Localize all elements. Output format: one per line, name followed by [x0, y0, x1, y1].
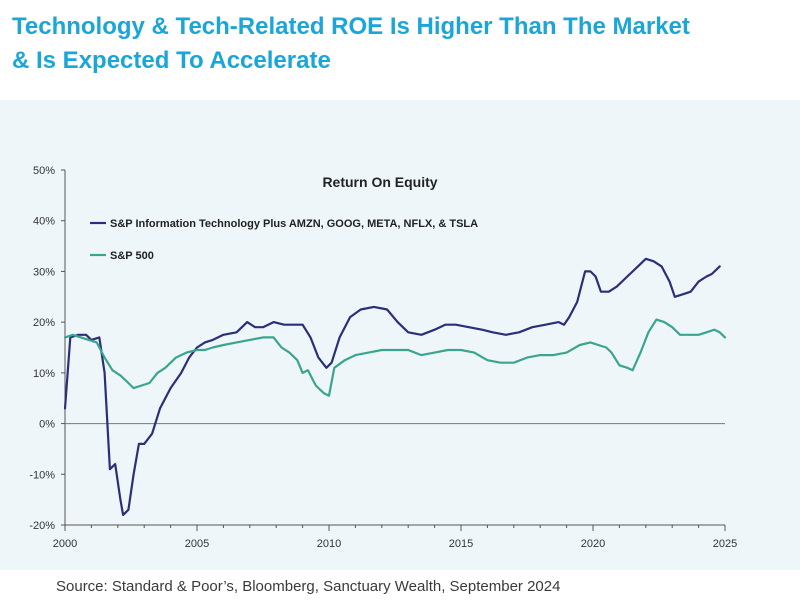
series-line-sp500 [63, 318, 727, 397]
x-tick-label: 2015 [449, 538, 473, 550]
headline-line-2: & Is Expected To Accelerate [12, 47, 331, 74]
y-tick-label: 50% [33, 165, 55, 177]
roe-chart: -20% -10% 0% 10% 20% 30% 40% 50% 2000 2005 2010 201… [29, 165, 737, 550]
x-tick-label: 2025 [713, 538, 737, 550]
x-tick-label: 2000 [53, 538, 77, 550]
series-layer [63, 257, 727, 516]
legend-label: S&P Information Technology Plus AMZN, GO… [110, 218, 478, 230]
series-line-tech [63, 257, 721, 516]
y-tick-label: -20% [29, 520, 55, 532]
chart-panel: -20% -10% 0% 10% 20% 30% 40% 50% 2000 2005 2010 201… [0, 100, 800, 570]
chart-title: Return On Equity [322, 174, 437, 190]
y-tick-label: 30% [33, 266, 55, 278]
headline: Technology & Tech-Related ROE Is Higher … [12, 10, 792, 78]
legend: S&P Information Technology Plus AMZN, GO… [90, 218, 478, 262]
x-tick-label: 2005 [185, 538, 209, 550]
axes-layer: -20% -10% 0% 10% 20% 30% 40% 50% 2000 2005 2010 201… [29, 165, 737, 550]
source-note: Source: Standard & Poor’s, Bloomberg, Sa… [56, 578, 561, 595]
x-tick-label: 2020 [581, 538, 605, 550]
headline-line-1: Technology & Tech-Related ROE Is Higher … [12, 13, 690, 40]
legend-label: S&P 500 [110, 250, 154, 262]
y-tick-label: 0% [39, 419, 55, 431]
y-tick-label: -10% [29, 469, 55, 481]
x-tick-label: 2010 [317, 538, 341, 550]
y-tick-label: 20% [33, 317, 55, 329]
y-tick-label: 10% [33, 368, 55, 380]
y-tick-label: 40% [33, 216, 55, 228]
